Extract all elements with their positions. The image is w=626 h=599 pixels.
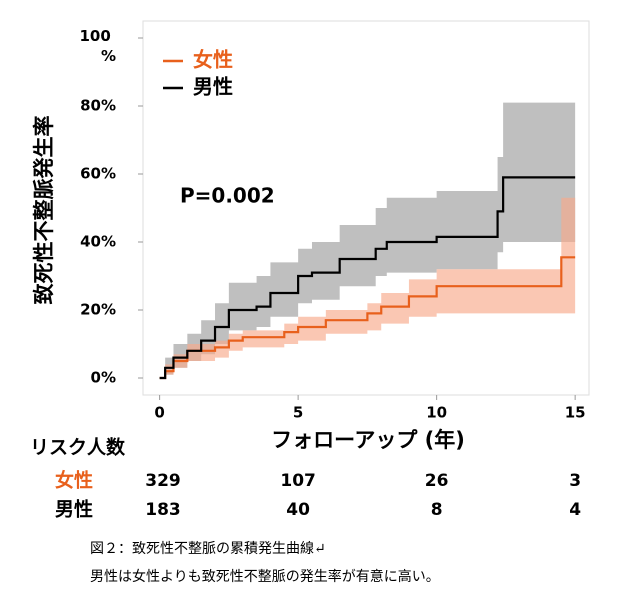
x-axis-label: フォローアップ (年) — [271, 428, 465, 452]
y-tick-label: 20% — [80, 301, 116, 319]
y-tick-label: 40% — [80, 233, 116, 251]
y-tick-label-part: 100 — [79, 27, 116, 45]
y-tick-label: 100 % — [79, 27, 116, 65]
plot-frame — [142, 20, 590, 396]
risk-count: 26 — [425, 471, 449, 491]
risk-count: 3 — [569, 471, 581, 491]
risk-count: 40 — [286, 500, 310, 520]
risk-row-label: 男性 — [55, 498, 93, 521]
risk-count: 329 — [145, 471, 181, 491]
x-tick-label: 15 — [565, 404, 586, 422]
risk-count: 8 — [431, 500, 443, 520]
confidence-band — [159, 197, 576, 378]
y-tick-label: 0% — [91, 369, 116, 387]
caption: 図２：致死性不整脈の累積発生曲線↵ — [90, 541, 326, 557]
y-axis-label: 致死性不整脈発生率 — [32, 116, 56, 305]
risk-count: 183 — [145, 500, 181, 520]
x-tick-label: 0 — [154, 404, 164, 422]
annotation: P=0.002 — [180, 184, 275, 208]
caption: 男性は女性よりも致死性不整脈の発生率が有意に高い。 — [90, 568, 440, 585]
survival-line — [159, 256, 576, 380]
risk-row-label: 女性 — [55, 469, 93, 492]
survival-line — [159, 176, 576, 380]
y-tick-label: 80% — [80, 97, 116, 115]
y-tick-label-part: % — [101, 47, 116, 65]
confidence-band — [159, 102, 576, 378]
legend-label: 女性 — [193, 48, 233, 72]
risk-table-title: リスク人数 — [30, 436, 126, 459]
x-tick-label: 10 — [426, 404, 447, 422]
x-tick-label: 5 — [293, 404, 303, 422]
risk-count: 4 — [569, 500, 581, 520]
risk-count: 107 — [280, 471, 316, 491]
legend-label: 男性 — [193, 75, 233, 99]
y-tick-label: 60% — [80, 165, 116, 183]
